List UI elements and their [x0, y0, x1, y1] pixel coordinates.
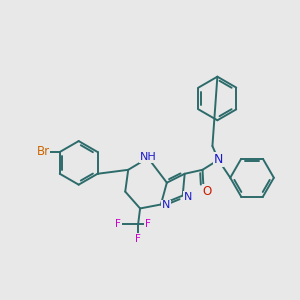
Text: Br: Br	[36, 146, 50, 158]
Text: F: F	[135, 234, 141, 244]
Text: F: F	[145, 219, 151, 229]
Text: N: N	[162, 200, 170, 211]
Text: N: N	[214, 153, 223, 167]
Text: NH: NH	[140, 152, 156, 162]
Text: N: N	[184, 192, 192, 202]
Text: F: F	[116, 219, 121, 229]
Text: O: O	[203, 185, 212, 198]
